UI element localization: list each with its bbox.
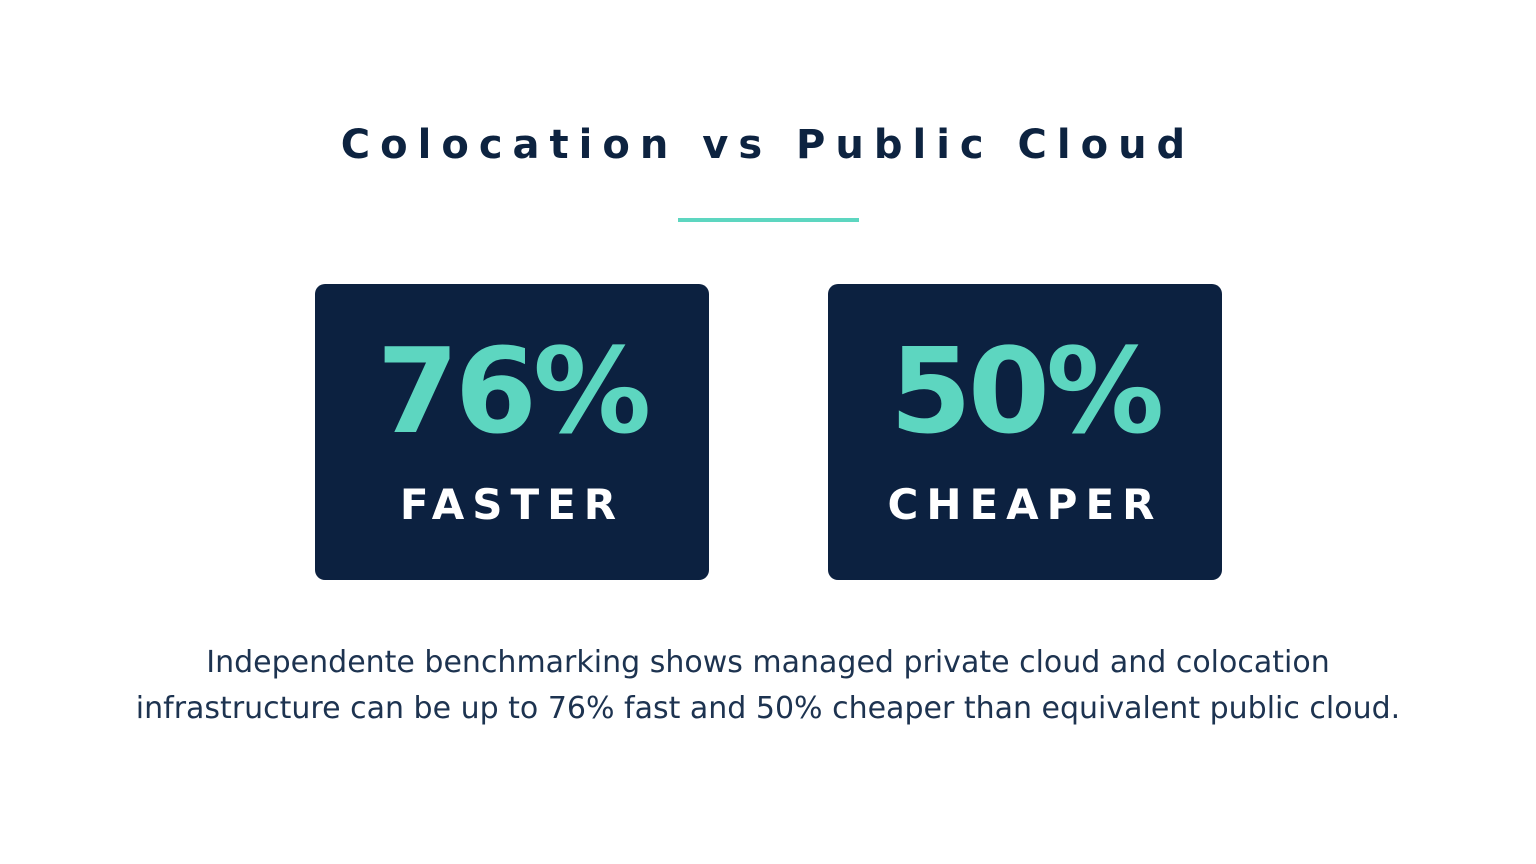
description-line: infrastructure can be up to 76% fast and… — [135, 691, 1401, 726]
divider — [678, 218, 859, 222]
stat-card: 76% FASTER — [315, 284, 709, 580]
stat-value: 76% — [376, 322, 651, 460]
stat-label: FASTER — [399, 480, 625, 529]
description: Independente benchmarking shows managed … — [0, 640, 1536, 732]
stat-card: 50% CHEAPER — [828, 284, 1222, 580]
title: Colocation vs Public Cloud — [340, 122, 1196, 168]
stat-label: CHEAPER — [887, 480, 1163, 529]
description-line: Independente benchmarking shows managed … — [206, 645, 1330, 680]
stat-value: 50% — [889, 322, 1164, 460]
